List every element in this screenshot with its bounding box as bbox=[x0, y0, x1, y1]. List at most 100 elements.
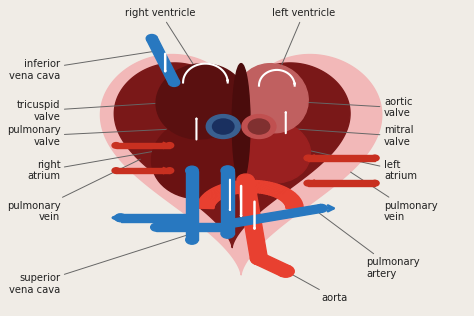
Polygon shape bbox=[284, 198, 300, 204]
Text: pulmonary
artery: pulmonary artery bbox=[319, 213, 420, 279]
Ellipse shape bbox=[237, 64, 308, 133]
Polygon shape bbox=[276, 188, 288, 198]
Polygon shape bbox=[216, 186, 227, 197]
Polygon shape bbox=[228, 182, 235, 194]
Polygon shape bbox=[285, 199, 301, 205]
Polygon shape bbox=[219, 185, 228, 196]
Text: inferior
vena cava: inferior vena cava bbox=[9, 52, 154, 81]
Polygon shape bbox=[261, 181, 267, 193]
Polygon shape bbox=[212, 188, 224, 198]
Polygon shape bbox=[263, 182, 270, 194]
Polygon shape bbox=[100, 55, 382, 275]
Circle shape bbox=[222, 223, 233, 231]
Ellipse shape bbox=[234, 120, 310, 183]
Circle shape bbox=[165, 168, 173, 173]
Text: aortic
valve: aortic valve bbox=[293, 97, 412, 118]
Polygon shape bbox=[273, 186, 284, 197]
Polygon shape bbox=[249, 180, 251, 192]
Polygon shape bbox=[226, 183, 233, 195]
Circle shape bbox=[151, 223, 162, 231]
Circle shape bbox=[221, 166, 235, 175]
Polygon shape bbox=[285, 202, 302, 206]
Polygon shape bbox=[210, 189, 222, 199]
Polygon shape bbox=[279, 190, 292, 200]
Polygon shape bbox=[207, 191, 220, 200]
Circle shape bbox=[146, 34, 157, 42]
Polygon shape bbox=[259, 181, 264, 193]
Circle shape bbox=[248, 119, 270, 134]
Polygon shape bbox=[265, 182, 272, 194]
Circle shape bbox=[237, 174, 254, 186]
Polygon shape bbox=[120, 214, 192, 222]
Text: left
atrium: left atrium bbox=[289, 146, 417, 181]
Polygon shape bbox=[209, 190, 221, 200]
Polygon shape bbox=[198, 202, 215, 206]
Polygon shape bbox=[199, 199, 216, 205]
Polygon shape bbox=[267, 183, 274, 195]
Polygon shape bbox=[275, 187, 286, 198]
Text: superior
vena cava: superior vena cava bbox=[9, 234, 189, 295]
Polygon shape bbox=[281, 192, 295, 201]
Polygon shape bbox=[285, 201, 301, 206]
Circle shape bbox=[221, 229, 235, 238]
Circle shape bbox=[115, 214, 126, 222]
Polygon shape bbox=[286, 205, 303, 208]
Polygon shape bbox=[244, 180, 247, 192]
Polygon shape bbox=[202, 195, 218, 203]
Polygon shape bbox=[197, 207, 214, 209]
Polygon shape bbox=[283, 195, 298, 203]
Circle shape bbox=[316, 204, 327, 212]
Circle shape bbox=[165, 143, 173, 148]
Polygon shape bbox=[251, 180, 254, 192]
Circle shape bbox=[212, 119, 234, 134]
Polygon shape bbox=[116, 143, 170, 148]
Polygon shape bbox=[241, 180, 245, 193]
Polygon shape bbox=[270, 184, 279, 196]
Circle shape bbox=[186, 214, 198, 222]
Circle shape bbox=[206, 115, 240, 138]
Polygon shape bbox=[146, 37, 179, 84]
Polygon shape bbox=[308, 180, 375, 186]
Polygon shape bbox=[197, 204, 214, 207]
Polygon shape bbox=[223, 184, 232, 195]
Polygon shape bbox=[221, 184, 230, 196]
Polygon shape bbox=[254, 254, 291, 276]
Polygon shape bbox=[204, 193, 218, 202]
Polygon shape bbox=[236, 181, 241, 193]
Polygon shape bbox=[205, 192, 219, 201]
Polygon shape bbox=[227, 204, 323, 228]
Polygon shape bbox=[286, 207, 303, 209]
Text: left ventricle: left ventricle bbox=[272, 8, 335, 74]
Polygon shape bbox=[283, 196, 299, 204]
Polygon shape bbox=[246, 180, 249, 192]
Text: right ventricle: right ventricle bbox=[126, 8, 200, 74]
Circle shape bbox=[371, 155, 379, 161]
Polygon shape bbox=[116, 168, 170, 173]
Polygon shape bbox=[230, 182, 237, 194]
Ellipse shape bbox=[232, 64, 250, 183]
Polygon shape bbox=[156, 223, 228, 231]
Polygon shape bbox=[238, 181, 243, 193]
Circle shape bbox=[371, 180, 379, 186]
Polygon shape bbox=[272, 185, 282, 196]
Text: aorta: aorta bbox=[266, 260, 348, 303]
Text: pulmonary
valve: pulmonary valve bbox=[7, 125, 220, 147]
Text: tricuspid
valve: tricuspid valve bbox=[17, 100, 185, 122]
Text: right
atrium: right atrium bbox=[27, 146, 185, 181]
Circle shape bbox=[112, 168, 120, 173]
Polygon shape bbox=[308, 155, 375, 161]
Polygon shape bbox=[253, 180, 256, 192]
Text: pulmonary
vein: pulmonary vein bbox=[351, 172, 438, 222]
Polygon shape bbox=[257, 181, 262, 193]
Polygon shape bbox=[286, 204, 303, 207]
Polygon shape bbox=[221, 171, 235, 234]
Polygon shape bbox=[278, 189, 290, 199]
Polygon shape bbox=[186, 171, 198, 240]
Circle shape bbox=[169, 79, 180, 86]
Polygon shape bbox=[214, 187, 225, 198]
Circle shape bbox=[304, 155, 312, 161]
Polygon shape bbox=[282, 193, 296, 202]
Polygon shape bbox=[200, 198, 216, 204]
Polygon shape bbox=[197, 205, 214, 208]
Circle shape bbox=[242, 115, 276, 138]
